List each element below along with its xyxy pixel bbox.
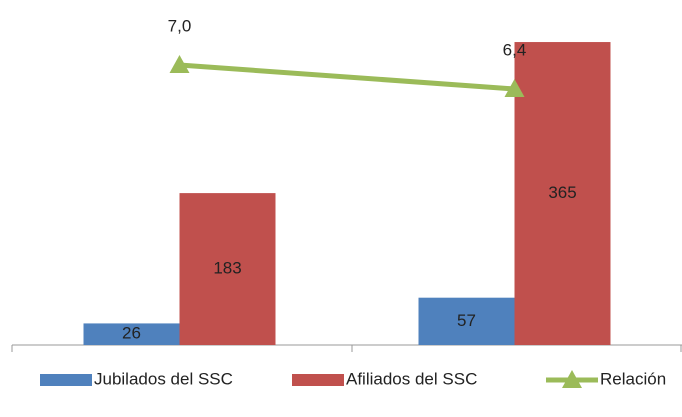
legend-swatch <box>292 374 344 386</box>
bar-value-label: 57 <box>457 311 476 330</box>
bar <box>83 323 180 345</box>
legend-swatch <box>40 374 92 386</box>
line-marker <box>504 79 525 97</box>
line <box>179 62 515 92</box>
legend-label: Afiliados del SSC <box>346 369 477 388</box>
bar-value-label: 183 <box>213 259 241 278</box>
legend-label: Jubilados del SSC <box>94 369 233 388</box>
line-value-label: 7,0 <box>168 16 192 35</box>
legend-swatch-marker <box>562 370 582 388</box>
legend-label: Relación <box>600 369 666 388</box>
bar-value-label: 365 <box>548 183 576 202</box>
bar <box>179 193 276 345</box>
bar <box>418 297 515 345</box>
line-marker <box>169 55 190 73</box>
bar <box>514 42 611 346</box>
bar-value-label: 26 <box>122 324 141 343</box>
line-value-label: 6,4 <box>503 40 527 59</box>
